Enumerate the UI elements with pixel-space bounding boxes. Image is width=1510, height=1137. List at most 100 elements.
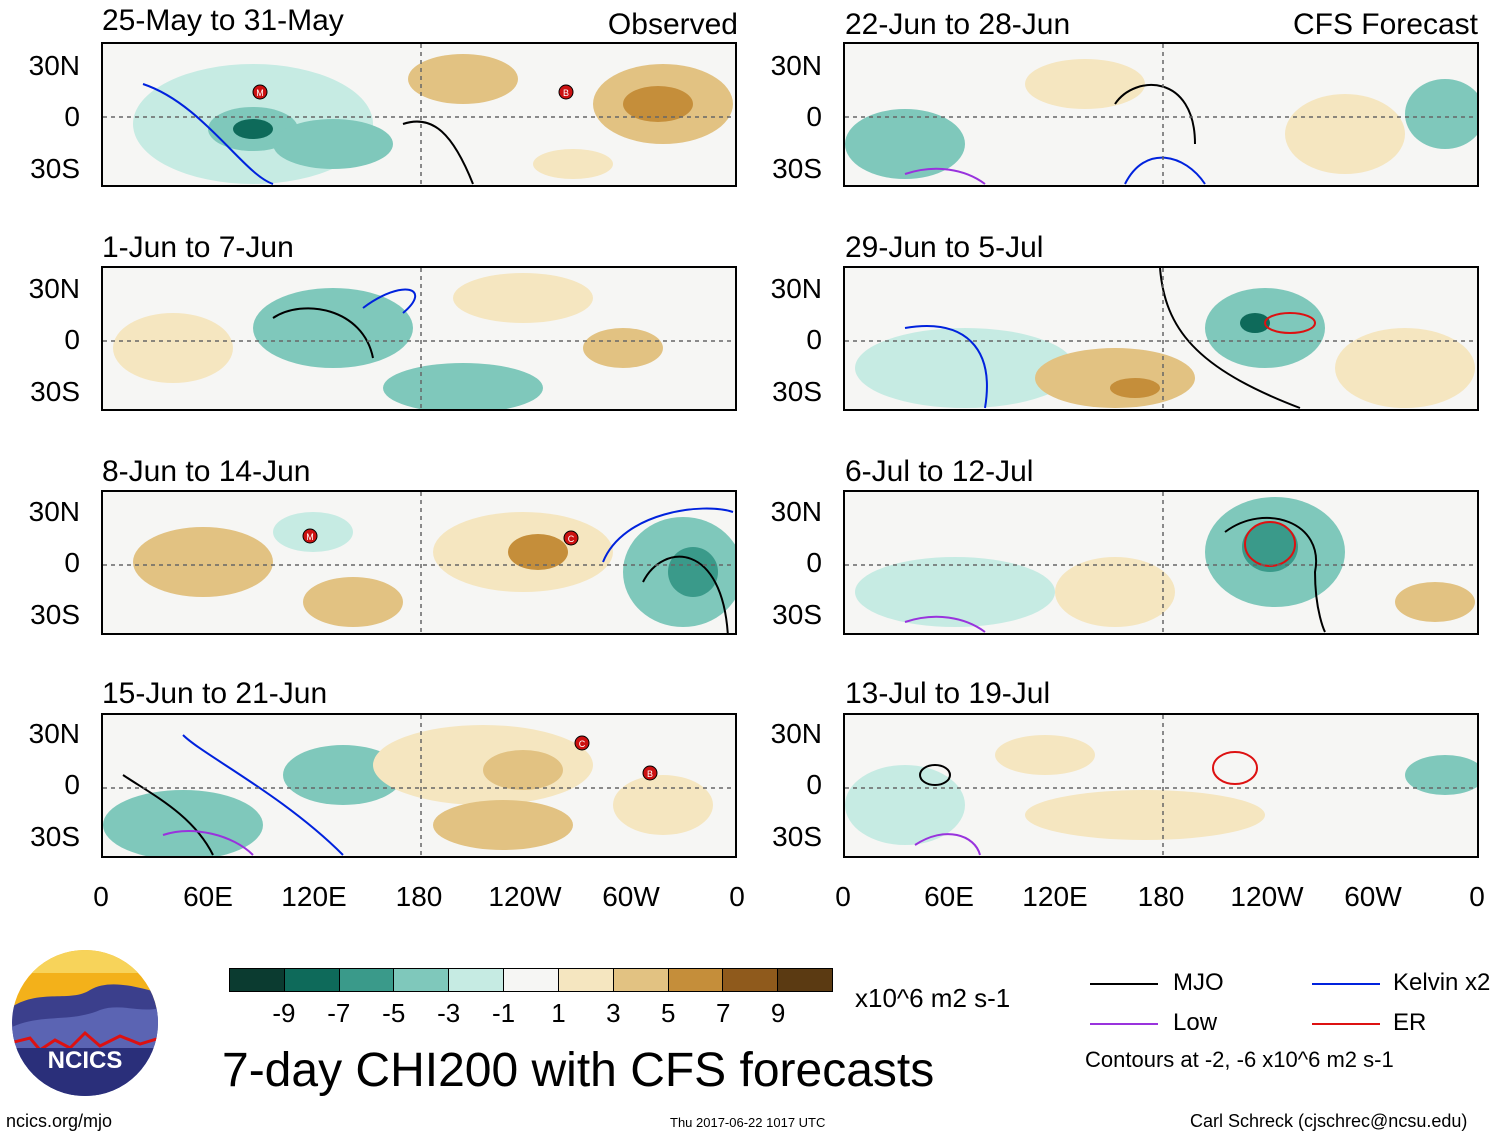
anom-neg-4b	[283, 745, 403, 805]
lat-label-eq: 0	[806, 324, 822, 355]
map-6-svg	[845, 268, 1477, 409]
anom-pos-4b	[483, 750, 563, 790]
storm-marker-b2-label: B	[647, 769, 653, 779]
lon-label-60w: 60W	[602, 881, 660, 912]
ncics-logo-svg: NCICS	[12, 950, 158, 1096]
panel-title-2: 1-Jun to 7-Jun	[102, 231, 294, 264]
footer-url[interactable]: ncics.org/mjo	[6, 1111, 113, 1131]
low-contour-8	[914, 833, 981, 856]
anom-neg-6a	[855, 328, 1075, 408]
logo-text: NCICS	[48, 1047, 123, 1074]
anom-pos-1c	[623, 86, 693, 122]
lat-label-30n: 30N	[28, 718, 80, 749]
storm-marker-c2-label: C	[579, 739, 586, 749]
panel-tag-cfs-forecast: CFS Forecast	[1292, 8, 1478, 41]
er-contour-6	[1264, 312, 1316, 334]
colorbar-swatch	[558, 969, 614, 991]
low-contour-7	[904, 615, 986, 633]
map-panel-3: M C	[101, 490, 737, 635]
map-4-svg: C B	[103, 715, 735, 856]
lat-label-30s: 30S	[772, 376, 822, 407]
mjo-contour-7	[1224, 516, 1326, 633]
storm-marker-b	[558, 84, 574, 100]
map-1-svg: M B	[103, 44, 735, 185]
anom-neg-1c	[233, 119, 273, 139]
anom-neg-8b	[1405, 755, 1477, 795]
kelvin-contour-1	[142, 83, 274, 185]
lat-label-eq: 0	[64, 547, 80, 578]
panel-tag-observed: Observed	[607, 8, 738, 41]
map-panel-5	[843, 42, 1479, 187]
lon-label-120w: 120W	[488, 881, 562, 912]
lon-label-0-end: 0	[1469, 881, 1485, 912]
anom-neg-7c	[855, 557, 1055, 627]
lon-label-60e: 60E	[924, 881, 974, 912]
lon-label-0: 0	[93, 881, 109, 912]
storm-marker-m-label: M	[256, 88, 264, 98]
map-panel-8	[843, 713, 1479, 858]
anom-pos-6b	[1110, 378, 1160, 398]
lat-label-eq: 0	[64, 324, 80, 355]
panel-title-1: 25-May to 31-May	[102, 4, 344, 37]
lat-label-30n: 30N	[28, 496, 80, 527]
kelvin-contour-2	[362, 288, 417, 314]
map-8-svg	[845, 715, 1477, 856]
lon-label-120e: 120E	[1022, 881, 1088, 912]
ncics-logo: NCICS	[10, 948, 160, 1098]
colorbar-tick-label: 5	[661, 998, 676, 1028]
lat-label-30n: 30N	[28, 50, 80, 81]
map-panel-1: M B	[101, 42, 737, 187]
lat-label-30n: 30N	[28, 273, 80, 304]
legend-line-kelvin	[1312, 983, 1380, 985]
anom-neg-1d	[273, 119, 393, 169]
colorbar-swatch	[230, 969, 285, 991]
anom-pos-6c	[1335, 328, 1475, 408]
colorbar-tick-label: 3	[606, 998, 621, 1028]
colorbar-tick-label: 9	[770, 998, 786, 1028]
mjo-contour-6	[1159, 268, 1301, 409]
lat-label-30s: 30S	[772, 599, 822, 630]
legend-line-low	[1090, 1023, 1158, 1025]
lon-label-0-end: 0	[729, 881, 745, 912]
mjo-contour-4	[122, 774, 214, 856]
legend-contour-note: Contours at -2, -6 x10^6 m2 s-1	[1085, 1047, 1394, 1072]
lat-label-eq: 0	[806, 101, 822, 132]
colorbar-swatch	[723, 969, 779, 991]
footer-timestamp: Thu 2017-06-22 1017 UTC	[670, 1115, 826, 1130]
map-panel-7	[843, 490, 1479, 635]
lon-label-120e: 120E	[281, 881, 347, 912]
low-contour-4	[162, 830, 254, 856]
lat-label-eq: 0	[64, 101, 80, 132]
anom-neg-5b	[1405, 79, 1477, 149]
anom-neg-2b	[383, 363, 543, 409]
map-7-svg	[845, 492, 1477, 633]
anom-neg-6c	[1240, 313, 1270, 333]
anom-neg-2a	[253, 288, 413, 368]
legend-line-mjo	[1090, 983, 1158, 985]
colorbar-tick-label: 7	[715, 998, 731, 1028]
low-contour-5	[904, 167, 986, 185]
map-2-svg	[103, 268, 735, 409]
anom-pos-8b	[995, 735, 1095, 775]
kelvin-contour-4	[182, 734, 344, 856]
storm-marker-c-label: C	[568, 534, 575, 544]
lat-label-eq: 0	[806, 547, 822, 578]
colorbar-tick-label: -5	[382, 998, 406, 1028]
anom-neg-5a	[845, 109, 965, 179]
kelvin-contour-5	[1124, 156, 1206, 185]
anom-pos-6a	[1035, 348, 1195, 408]
lat-label-30s: 30S	[30, 821, 80, 852]
colorbar-swatch	[778, 969, 832, 991]
map-panel-4: C B	[101, 713, 737, 858]
kelvin-contour-3	[602, 507, 734, 563]
anom-pos-5b	[1025, 59, 1145, 109]
legend-label-er: ER	[1393, 1009, 1427, 1036]
panel-title-8: 13-Jul to 19-Jul	[845, 677, 1051, 710]
colorbar-tick-label: -1	[491, 998, 516, 1028]
legend-label-low: Low	[1173, 1009, 1218, 1036]
main-title: 7-day CHI200 with CFS forecasts	[222, 1044, 935, 1097]
anom-pos-2c	[583, 328, 663, 368]
er-contour-8	[1212, 751, 1258, 785]
legend-label-kelvin: Kelvin x2	[1393, 969, 1491, 996]
anom-pos-7a	[1055, 557, 1175, 627]
